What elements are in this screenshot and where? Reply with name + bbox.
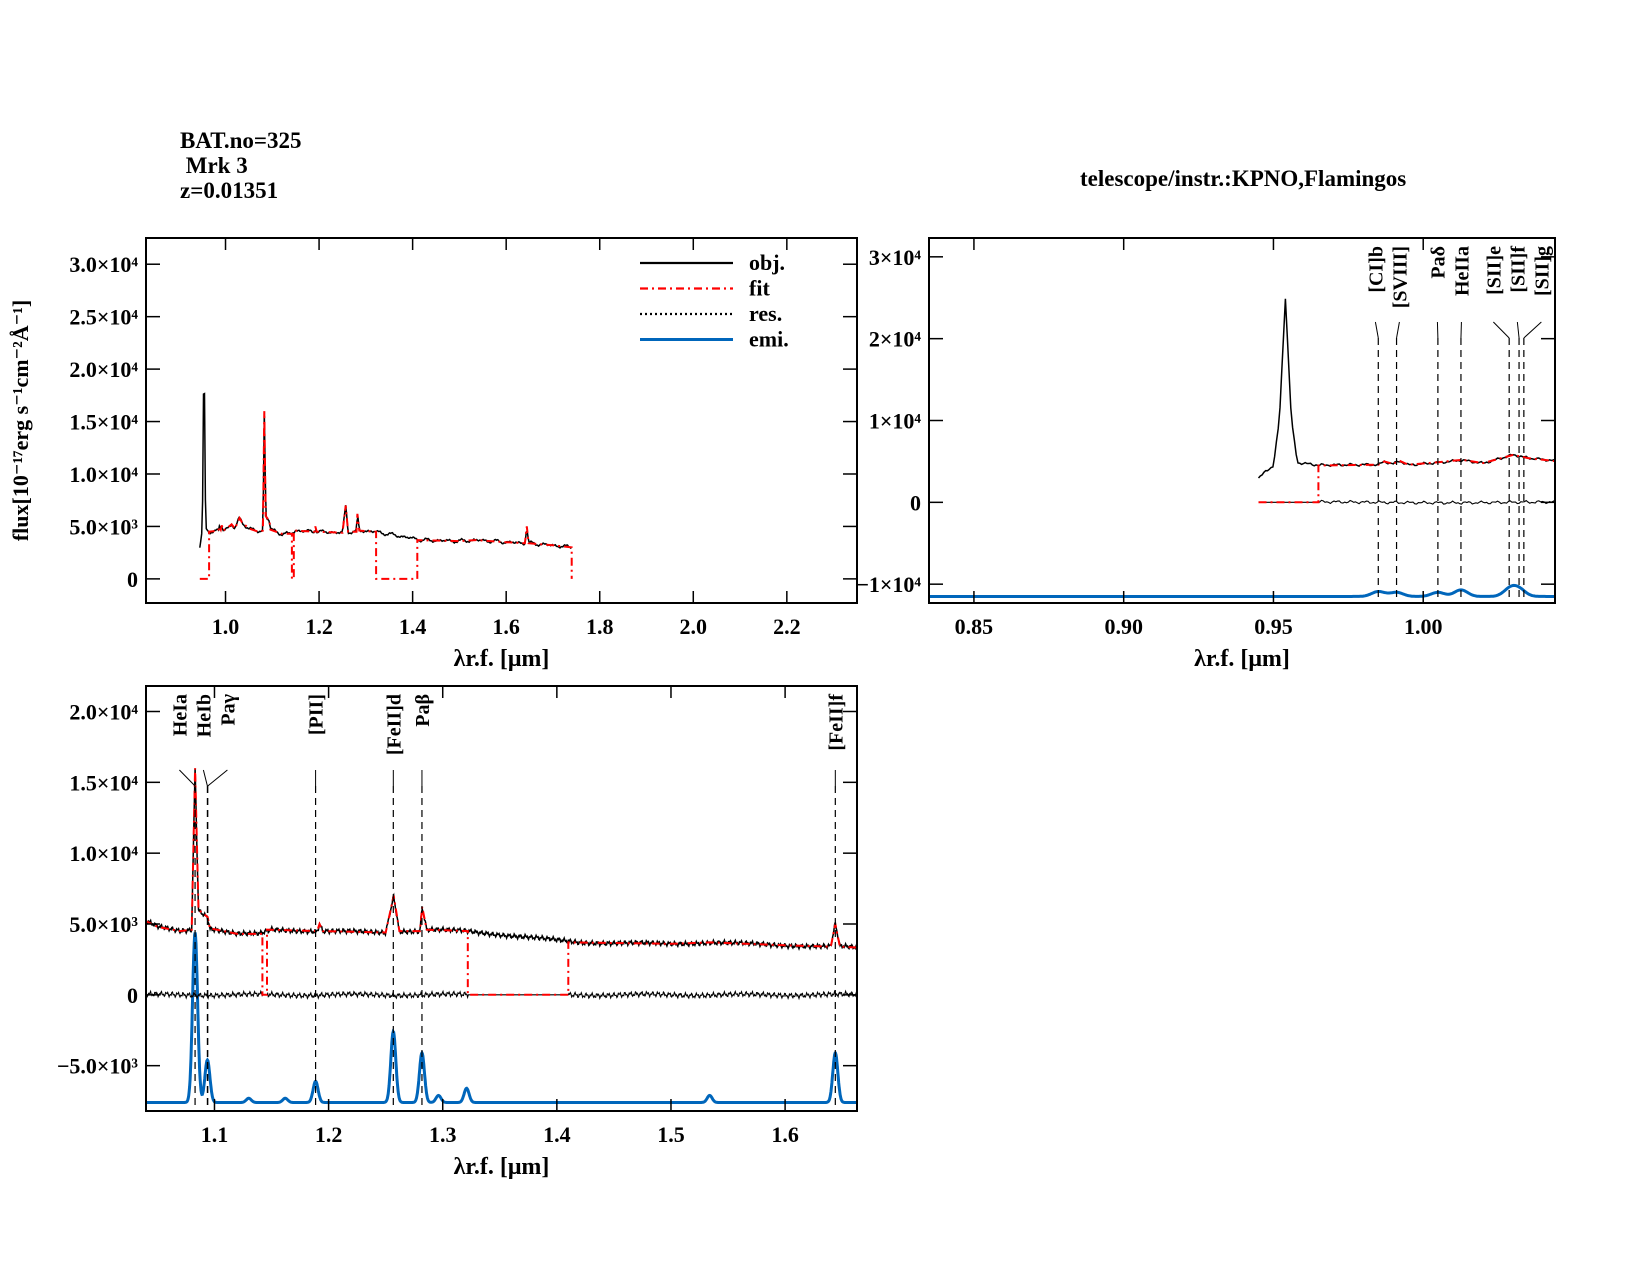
obj-series (1257, 298, 1555, 479)
redshift: z=0.01351 (180, 178, 279, 203)
y-tick-label: 2.0×10⁴ (69, 700, 138, 725)
fit-series (199, 411, 573, 580)
y-tick-label: 3×10⁴ (869, 245, 922, 270)
line-label: Paβ (412, 694, 434, 727)
telescope-instrument: telescope/instr.:KPNO,Flamingos (1080, 166, 1407, 191)
fit-series (1258, 453, 1555, 504)
legend-label-obj: obj. (749, 250, 785, 275)
line-label: [SII]g (1531, 246, 1553, 296)
panel-zoom-long: HeIa HeIb Paγ [PII] [FeII]d Paβ [FeII]f 1.1 1.2 1… (57, 685, 858, 1180)
y-tick-label: 0 (127, 983, 138, 1008)
line-label-leader (1523, 321, 1542, 339)
line-label-leader (1493, 321, 1510, 339)
y-tick-label: 0 (127, 567, 138, 592)
line-label-leader (207, 769, 228, 787)
obj-series (199, 392, 572, 550)
line-label: [FeII]d (383, 694, 405, 755)
x-tick-label: 1.2 (315, 1122, 343, 1147)
x-tick-label: 1.8 (586, 614, 614, 639)
y-tick-label: 5.0×10³ (69, 912, 138, 937)
x-tick-label: 1.1 (201, 1122, 229, 1147)
line-label: HeIIa (1451, 246, 1473, 296)
panel-full-spectrum: 1.0 1.2 1.4 1.6 1.8 2.0 2.2 0 5.0×10³ 1.0×10⁴ 1.5×… (8, 237, 858, 672)
y-tick-label: 1.5×10⁴ (69, 410, 138, 435)
x-tick-label: 0.90 (1104, 614, 1143, 639)
line-label: [CI]b (1365, 246, 1387, 293)
y-tick-label: 2.5×10⁴ (69, 305, 138, 330)
x-tick-label: 2.2 (773, 614, 801, 639)
y-axis-label: flux[10⁻¹⁷erg s⁻¹cm⁻²Å⁻¹] (8, 300, 33, 541)
y-tick-label: 1.0×10⁴ (69, 841, 138, 866)
y-tick-label: −1×10⁴ (856, 572, 921, 597)
emi-series (146, 932, 857, 1104)
line-label-leader (179, 769, 196, 787)
bat-number: BAT.no=325 (180, 128, 302, 153)
x-tick-label: 1.00 (1404, 614, 1443, 639)
legend-label-emi: emi. (749, 327, 789, 352)
x-tick-label: 1.0 (212, 614, 240, 639)
y-tick-label: 5.0×10³ (69, 514, 138, 539)
plot-area (929, 298, 1555, 598)
line-label-leader (1516, 321, 1520, 339)
line-label-leader (202, 769, 208, 787)
x-tick-label: 0.95 (1254, 614, 1293, 639)
line-label: Paγ (217, 693, 239, 725)
line-label: [PII] (306, 694, 328, 735)
x-tick-label: 1.6 (771, 1122, 799, 1147)
line-label: [SVIII] (1389, 246, 1411, 308)
x-tick-label: 1.6 (492, 614, 520, 639)
line-label: Paδ (1427, 246, 1449, 279)
fit-series (146, 768, 857, 996)
x-tick-label: 2.0 (680, 614, 708, 639)
line-label: [SII]e (1483, 246, 1505, 295)
axes-frame (145, 685, 858, 1112)
x-tick-label: 1.3 (429, 1122, 457, 1147)
line-label: [SII]f (1507, 246, 1529, 293)
x-axis-label: λr.f. [μm] (454, 646, 550, 672)
x-tick-label: 1.2 (305, 614, 333, 639)
x-tick-label: 1.5 (657, 1122, 685, 1147)
x-axis-label: λr.f. [μm] (1194, 646, 1290, 672)
emi-series (929, 583, 1555, 598)
line-label: HeIb (193, 694, 215, 737)
y-tick-label: 2×10⁴ (869, 327, 922, 352)
y-tick-label: 2.0×10⁴ (69, 357, 138, 382)
obj-series (146, 768, 857, 952)
axes-frame (145, 237, 858, 604)
line-label-leader (1374, 321, 1379, 339)
x-tick-label: 1.4 (399, 614, 427, 639)
x-tick-label: 0.85 (955, 614, 994, 639)
x-tick-label: 1.4 (543, 1122, 571, 1147)
x-axis-label: λr.f. [μm] (454, 1154, 550, 1180)
object-name: Mrk 3 (180, 153, 248, 178)
y-tick-label: 1.0×10⁴ (69, 462, 138, 487)
y-tick-label: 3.0×10⁴ (69, 252, 138, 277)
plot-area (146, 768, 857, 1104)
panel-zoom-short: [CI]b [SVIII] Paδ HeIIa [SII]e [SII]f [SII]g 0.… (856, 237, 1556, 672)
line-label: HeIa (169, 694, 191, 736)
y-tick-label: 1.5×10⁴ (69, 770, 138, 795)
y-tick-label: 0 (910, 490, 921, 515)
legend-label-res: res. (749, 301, 782, 326)
line-label: [FeII]f (825, 694, 847, 751)
y-tick-label: −5.0×10³ (57, 1054, 139, 1079)
legend-label-fit: fit (749, 276, 770, 301)
line-label-leader (1396, 321, 1400, 339)
y-tick-label: 1×10⁴ (869, 409, 922, 434)
plot-area (199, 392, 573, 580)
